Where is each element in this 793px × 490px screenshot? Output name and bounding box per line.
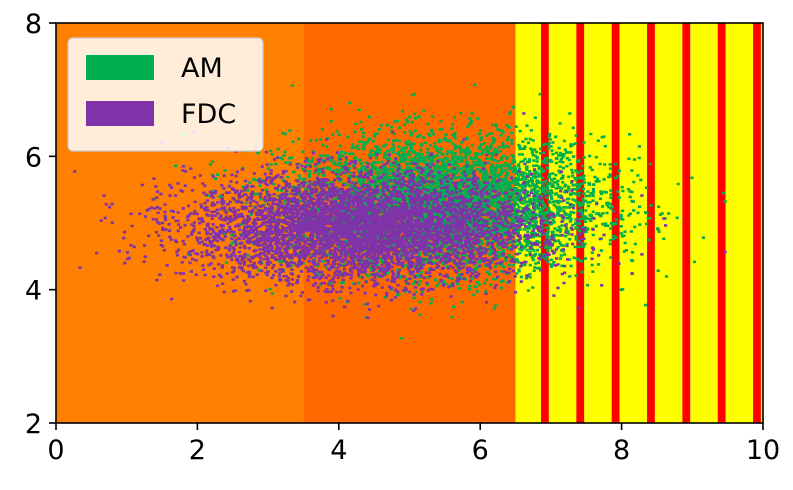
x-tick-label: 2 (189, 435, 206, 466)
y-tick-label: 4 (25, 276, 42, 307)
background-stripe-red (753, 23, 761, 423)
series-FDC (73, 112, 727, 320)
x-tick-label: 0 (47, 435, 64, 466)
legend-label-AM: AM (181, 53, 223, 84)
plot-frame (55, 22, 764, 424)
x-tick-label: 6 (472, 435, 489, 466)
point-cloud-FDC (73, 112, 727, 320)
legend-swatch-AM (86, 55, 154, 80)
y-tick-label: 6 (25, 142, 42, 173)
legend-swatch-FDC (86, 101, 154, 126)
x-axis: 0 2 4 6 8 10 (47, 423, 780, 466)
x-tick-label: 10 (746, 435, 780, 466)
legend: AM FDC (67, 37, 264, 152)
x-tick-label: 8 (613, 435, 630, 466)
y-tick-label: 2 (25, 409, 42, 440)
background-stripe-red (717, 23, 726, 423)
x-tick-label: 4 (330, 435, 347, 466)
scatter-layer (73, 83, 727, 340)
legend-box (67, 37, 264, 152)
legend-label-FDC: FDC (181, 99, 236, 130)
background-stripe-red (682, 23, 691, 423)
background-stripe-red (647, 23, 655, 423)
y-axis: 2 4 6 8 (25, 9, 56, 440)
y-tick-label: 8 (25, 9, 42, 40)
